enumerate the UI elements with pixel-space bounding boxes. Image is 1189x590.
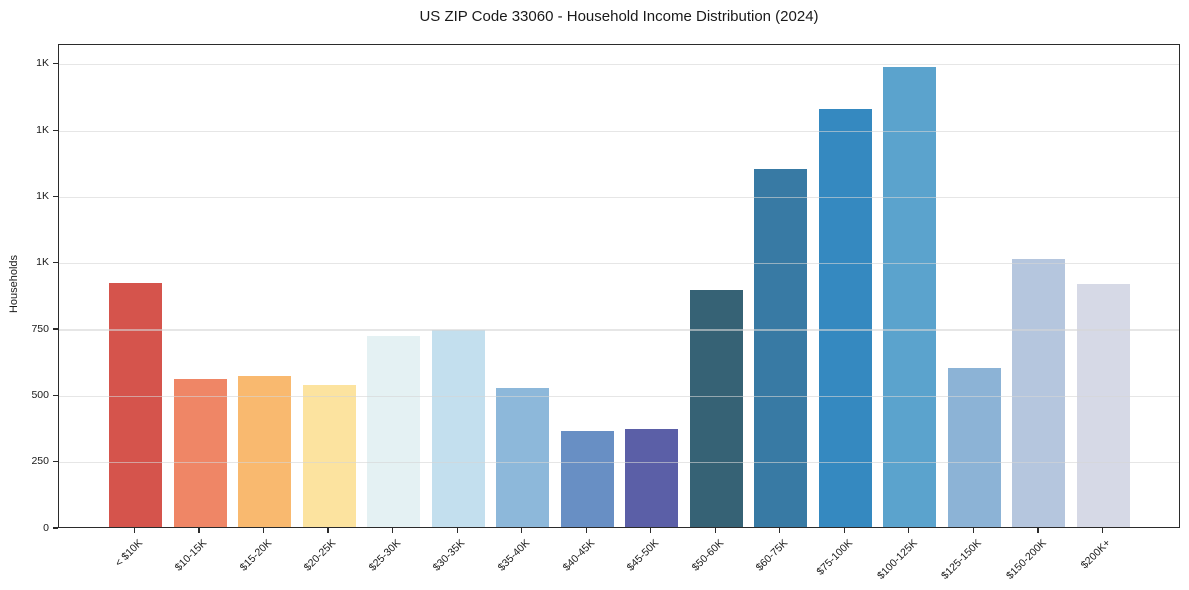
x-tick-label: $35-40K [495, 537, 533, 574]
bar-6 [431, 329, 485, 527]
y-tick-label: 1K [36, 256, 49, 269]
y-tick-label: 1K [36, 123, 49, 136]
bar-11 [754, 168, 808, 527]
y-tick-mark [53, 63, 58, 65]
bar-4 [302, 385, 356, 527]
x-tick-label: $60-75K [753, 537, 791, 574]
bar-8 [560, 431, 614, 527]
bar-14 [947, 367, 1001, 527]
y-tick-mark [53, 262, 58, 264]
x-tick-label: $45-50K [624, 537, 662, 574]
y-tick-mark [53, 461, 58, 463]
x-tick-mark [392, 528, 394, 533]
x-tick-mark [198, 528, 200, 533]
gridline-500 [59, 395, 1179, 397]
gridline-1K [59, 64, 1179, 66]
x-tick-label: $40-45K [560, 537, 597, 574]
y-tick-mark [53, 527, 58, 529]
bar-1 [109, 283, 162, 527]
y-tick-label: 0 [43, 521, 49, 534]
x-tick-mark [650, 528, 652, 533]
x-tick-label: $20-25K [302, 537, 339, 574]
x-tick-label: $200K+ [1078, 537, 1113, 572]
x-tick-mark [1101, 528, 1104, 533]
gridline-250 [59, 462, 1179, 464]
gridline-1K [59, 263, 1179, 265]
x-tick-label: $100-125K [874, 537, 920, 582]
y-tick-label: 1K [36, 189, 49, 202]
y-tick-mark [53, 328, 58, 330]
x-tick-mark [521, 528, 523, 533]
gridline-1K [59, 196, 1179, 199]
x-tick-mark [714, 528, 716, 533]
x-tick-label: $30-35K [431, 537, 468, 574]
x-tick-label: $150-200K [1003, 537, 1049, 582]
x-tick-mark [972, 528, 975, 533]
bar-9 [625, 428, 679, 527]
x-tick-label: $10-15K [172, 537, 210, 574]
bar-5 [367, 336, 421, 527]
x-tick-mark [456, 528, 458, 533]
y-tick-label: 500 [31, 388, 49, 401]
bar-16 [1076, 284, 1130, 527]
x-tick-mark [1037, 528, 1039, 533]
x-tick-mark [585, 528, 587, 533]
x-tick-mark [133, 528, 136, 533]
bar-7 [496, 388, 550, 527]
gridline-750 [59, 329, 1179, 331]
y-tick-mark [53, 394, 58, 396]
bar-13 [883, 67, 937, 527]
plot-area [58, 44, 1180, 528]
x-tick-label: $75-100K [814, 537, 855, 578]
bar-3 [238, 376, 292, 527]
y-tick-label: 1K [36, 57, 49, 70]
bar-12 [818, 109, 872, 527]
bar-15 [1012, 259, 1066, 527]
y-tick-label: 750 [31, 322, 49, 335]
x-tick-mark [843, 528, 845, 533]
bar-2 [173, 379, 227, 527]
x-tick-label: $15-20K [237, 537, 275, 574]
x-tick-label: $25-30K [366, 537, 404, 574]
chart-title: US ZIP Code 33060 - Household Income Dis… [419, 8, 819, 25]
x-tick-label: < $10K [112, 537, 145, 570]
y-tick-mark [53, 129, 58, 131]
y-tick-mark [53, 195, 58, 198]
y-tick-label: 250 [31, 455, 49, 468]
x-tick-mark [779, 528, 781, 533]
x-tick-label: $125-150K [939, 537, 984, 582]
x-tick-mark [262, 528, 265, 533]
x-tick-label: $50-60K [689, 537, 726, 574]
gridline-1K [59, 130, 1179, 132]
bar-10 [689, 289, 743, 527]
x-tick-mark [908, 528, 910, 533]
x-tick-mark [327, 528, 329, 533]
